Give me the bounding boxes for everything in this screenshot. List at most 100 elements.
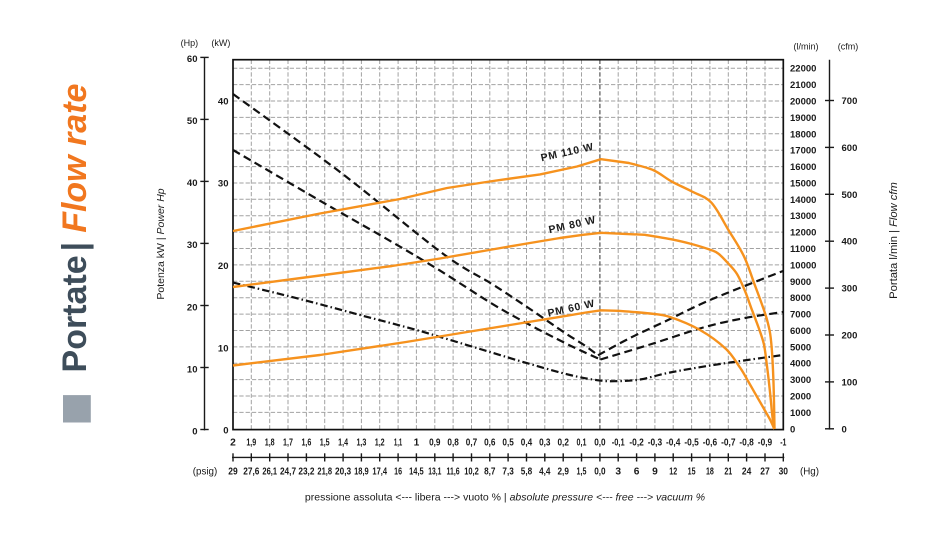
svg-text:50: 50 bbox=[187, 116, 198, 127]
svg-text:2: 2 bbox=[230, 438, 236, 449]
svg-text:1,9: 1,9 bbox=[246, 438, 256, 449]
svg-text:2000: 2000 bbox=[790, 392, 811, 403]
svg-text:27,6: 27,6 bbox=[243, 467, 259, 478]
svg-text:12: 12 bbox=[669, 467, 677, 478]
svg-text:0: 0 bbox=[842, 424, 847, 435]
svg-text:-0,6: -0,6 bbox=[703, 438, 718, 449]
svg-text:1,7: 1,7 bbox=[283, 438, 293, 449]
svg-text:1,2: 1,2 bbox=[375, 438, 385, 449]
svg-text:5,8: 5,8 bbox=[521, 467, 533, 478]
svg-text:16000: 16000 bbox=[790, 162, 816, 173]
svg-text:27: 27 bbox=[760, 467, 770, 478]
svg-text:3000: 3000 bbox=[790, 375, 811, 386]
svg-text:400: 400 bbox=[842, 237, 858, 248]
svg-text:0,7: 0,7 bbox=[466, 438, 478, 449]
svg-text:60: 60 bbox=[187, 54, 198, 65]
svg-text:(kW): (kW) bbox=[211, 38, 230, 48]
svg-text:300: 300 bbox=[842, 284, 858, 295]
svg-text:-0,5: -0,5 bbox=[684, 438, 699, 449]
svg-text:24: 24 bbox=[742, 467, 752, 478]
svg-text:20: 20 bbox=[187, 302, 198, 313]
svg-text:6: 6 bbox=[634, 467, 640, 478]
svg-text:0: 0 bbox=[223, 426, 228, 437]
svg-text:11000: 11000 bbox=[790, 244, 816, 255]
svg-text:(cfm): (cfm) bbox=[838, 42, 859, 52]
svg-text:0,3: 0,3 bbox=[539, 438, 551, 449]
svg-text:0,9: 0,9 bbox=[429, 438, 441, 449]
svg-text:22000: 22000 bbox=[790, 64, 816, 75]
svg-text:9: 9 bbox=[652, 467, 658, 478]
svg-text:1: 1 bbox=[414, 438, 420, 449]
svg-text:500: 500 bbox=[842, 190, 858, 201]
svg-text:-0,4: -0,4 bbox=[666, 438, 681, 449]
svg-text:20: 20 bbox=[218, 261, 229, 272]
svg-text:8000: 8000 bbox=[790, 293, 811, 304]
svg-text:0,0: 0,0 bbox=[594, 438, 606, 449]
svg-text:13,1: 13,1 bbox=[428, 467, 441, 478]
svg-text:8,7: 8,7 bbox=[484, 467, 496, 478]
svg-text:20,3: 20,3 bbox=[335, 467, 351, 478]
svg-text:1,6: 1,6 bbox=[301, 438, 311, 449]
svg-text:(Hp): (Hp) bbox=[181, 38, 199, 48]
svg-text:21000: 21000 bbox=[790, 80, 816, 91]
svg-text:(l/min): (l/min) bbox=[794, 42, 819, 52]
svg-text:(psig): (psig) bbox=[193, 467, 218, 478]
svg-text:1000: 1000 bbox=[790, 408, 811, 419]
svg-text:7000: 7000 bbox=[790, 310, 811, 321]
svg-text:19000: 19000 bbox=[790, 113, 816, 124]
svg-text:29: 29 bbox=[228, 467, 238, 478]
svg-text:1,5: 1,5 bbox=[577, 467, 587, 478]
svg-text:15000: 15000 bbox=[790, 179, 816, 190]
svg-text:0,2: 0,2 bbox=[558, 438, 570, 449]
svg-text:20000: 20000 bbox=[790, 97, 816, 108]
svg-text:0,5: 0,5 bbox=[502, 438, 514, 449]
svg-text:2,9: 2,9 bbox=[558, 467, 570, 478]
svg-text:600: 600 bbox=[842, 143, 858, 154]
svg-text:4,4: 4,4 bbox=[539, 467, 551, 478]
svg-text:17000: 17000 bbox=[790, 146, 816, 157]
svg-text:9000: 9000 bbox=[790, 277, 811, 288]
svg-text:100: 100 bbox=[842, 377, 858, 388]
svg-text:18000: 18000 bbox=[790, 129, 816, 140]
svg-text:200: 200 bbox=[842, 331, 858, 342]
svg-text:0,0: 0,0 bbox=[594, 467, 606, 478]
svg-text:10,2: 10,2 bbox=[464, 467, 479, 478]
svg-text:1,4: 1,4 bbox=[338, 438, 348, 449]
svg-text:14000: 14000 bbox=[790, 195, 816, 206]
svg-text:1,1: 1,1 bbox=[394, 438, 403, 449]
svg-text:0: 0 bbox=[790, 424, 795, 435]
svg-text:-1: -1 bbox=[780, 438, 786, 449]
svg-text:0: 0 bbox=[192, 426, 197, 437]
svg-text:11,6: 11,6 bbox=[447, 467, 460, 478]
svg-text:14,5: 14,5 bbox=[409, 467, 424, 478]
svg-text:10: 10 bbox=[187, 364, 198, 375]
svg-text:21,8: 21,8 bbox=[317, 467, 332, 478]
svg-text:700: 700 bbox=[842, 96, 858, 107]
svg-text:1,3: 1,3 bbox=[356, 438, 366, 449]
svg-text:Potenza kW | Power Hp: Potenza kW | Power Hp bbox=[155, 188, 167, 299]
svg-text:3: 3 bbox=[615, 467, 621, 478]
svg-text:-0,8: -0,8 bbox=[739, 438, 754, 449]
svg-text:1,5: 1,5 bbox=[320, 438, 330, 449]
svg-text:30: 30 bbox=[187, 240, 198, 251]
svg-text:30: 30 bbox=[779, 467, 789, 478]
svg-text:-0,7: -0,7 bbox=[721, 438, 736, 449]
svg-text:5000: 5000 bbox=[790, 342, 811, 353]
svg-text:17,4: 17,4 bbox=[372, 467, 387, 478]
svg-text:40: 40 bbox=[187, 178, 198, 189]
svg-text:-0,1: -0,1 bbox=[612, 438, 625, 449]
svg-text:-0,2: -0,2 bbox=[629, 438, 644, 449]
svg-text:10000: 10000 bbox=[790, 260, 816, 271]
svg-text:40: 40 bbox=[218, 96, 229, 107]
svg-text:Portate|Flow rate: Portate|Flow rate bbox=[56, 84, 94, 373]
svg-text:(Hg): (Hg) bbox=[800, 467, 819, 478]
svg-text:7,3: 7,3 bbox=[502, 467, 514, 478]
svg-text:6000: 6000 bbox=[790, 326, 811, 337]
svg-text:10: 10 bbox=[218, 343, 229, 354]
svg-text:13000: 13000 bbox=[790, 211, 816, 222]
svg-text:-0,3: -0,3 bbox=[648, 438, 663, 449]
svg-text:-0,9: -0,9 bbox=[758, 438, 773, 449]
svg-text:18,9: 18,9 bbox=[354, 467, 369, 478]
svg-text:26,1: 26,1 bbox=[262, 467, 277, 478]
svg-text:30: 30 bbox=[218, 179, 229, 190]
